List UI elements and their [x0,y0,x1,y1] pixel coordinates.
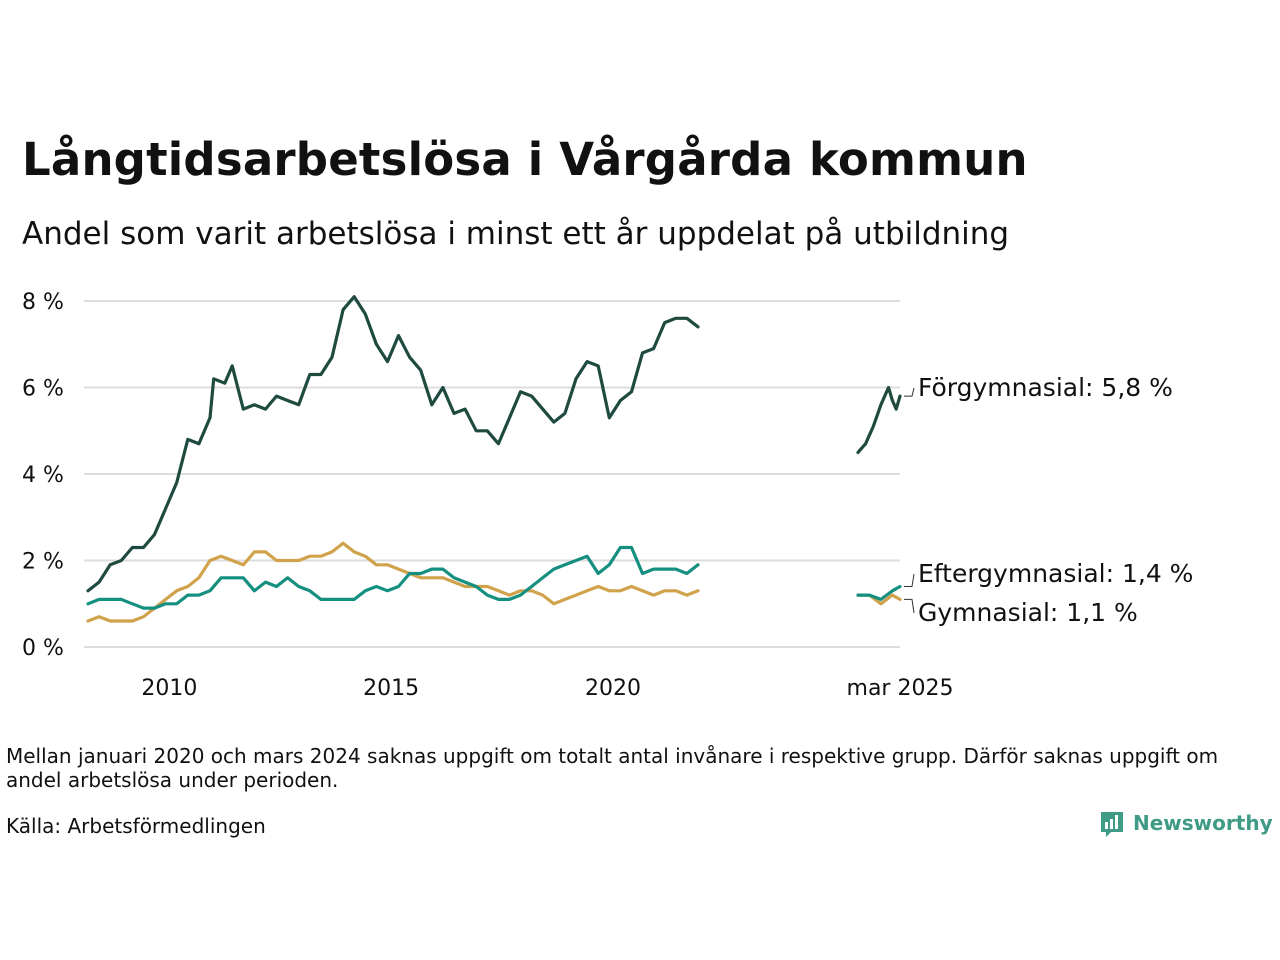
newsworthy-logo-text: Newsworthy [1133,811,1273,835]
newsworthy-logo[interactable]: Newsworthy [1099,810,1273,837]
x-tick-label: 2010 [141,676,197,701]
series-line-gymnasial [86,541,700,623]
gridlines [84,300,900,648]
x-axis-ticks: 2010 2015 2020 mar 2025 [141,676,953,701]
series-line-förgymnasial [86,295,700,593]
line-chart: 0 % 2 % 4 % 6 % 8 % 2010 2015 2020 mar 2025 För… [22,290,1193,701]
leader-line [904,598,915,614]
y-tick-label: 8 % [22,290,64,315]
leader-line [904,573,915,587]
x-tick-label: mar 2025 [847,676,954,701]
series-line-eftergymnasial [856,584,902,601]
y-tick-label: 0 % [22,636,64,661]
end-labels: Förgymnasial: 5,8 % Eftergymnasial: 1,4 %… [904,373,1193,627]
series-lines [86,295,902,623]
chart-source: Källa: Arbetsförmedlingen [6,814,266,838]
series-line-förgymnasial [856,385,902,454]
y-tick-label: 2 % [22,550,64,575]
y-tick-label: 4 % [22,463,64,488]
series-line-eftergymnasial [86,545,700,610]
x-tick-label: 2015 [363,676,419,701]
end-label-förgymnasial: Förgymnasial: 5,8 % [918,373,1173,402]
end-label-eftergymnasial: Eftergymnasial: 1,4 % [918,559,1193,588]
y-axis-ticks: 0 % 2 % 4 % 6 % 8 % [22,290,64,661]
x-tick-label: 2020 [585,676,641,701]
chart-subtitle: Andel som varit arbetslösa i minst ett å… [22,216,1010,252]
end-label-gymnasial: Gymnasial: 1,1 % [918,598,1138,627]
y-tick-label: 6 % [22,377,64,402]
leader-line [904,387,915,397]
chart-title: Långtidsarbetslösa i Vårgårda kommun [22,133,1028,186]
newsworthy-logo-icon [1099,810,1125,837]
chart-note: Mellan januari 2020 och mars 2024 saknas… [6,744,1219,792]
